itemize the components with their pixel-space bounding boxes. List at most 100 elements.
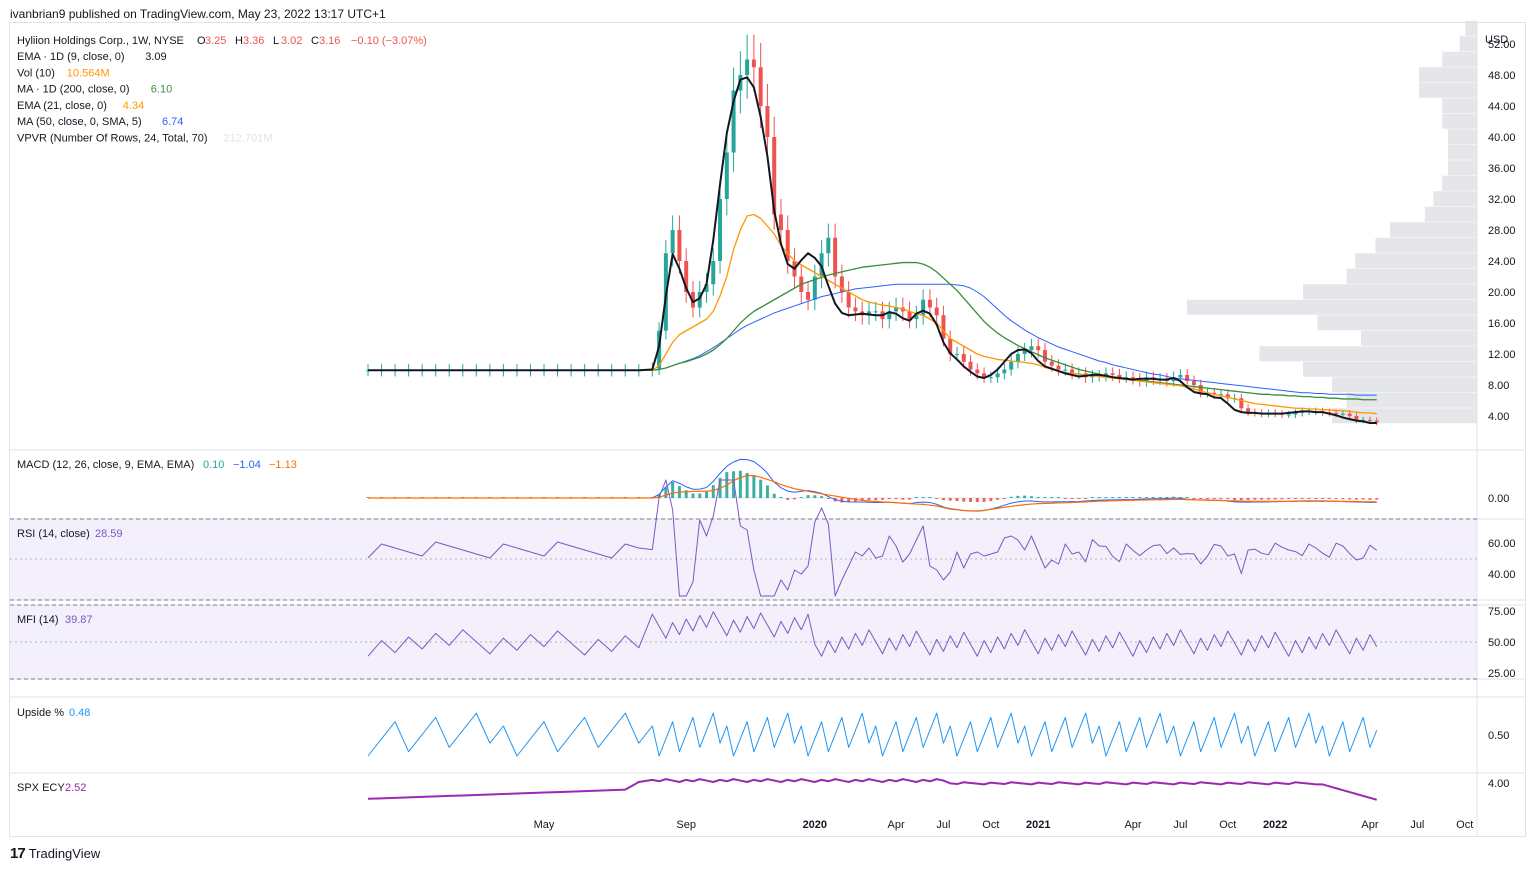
vpvr-bar (1459, 36, 1477, 52)
price-tick: 52.00 (1488, 39, 1516, 51)
candle-body (982, 373, 987, 378)
macd-hist-bar (1009, 496, 1013, 498)
candle-body (1009, 361, 1014, 370)
vpvr-bar (1187, 299, 1477, 315)
macd-hist-bar (908, 498, 912, 500)
candle-body (1347, 413, 1352, 416)
macd-hist-bar (1185, 497, 1189, 498)
price-tick: 20.00 (1488, 287, 1516, 299)
candle-body (812, 276, 817, 300)
rsi-band (10, 519, 1477, 600)
vpvr-bar (1346, 392, 1477, 408)
price-tick: 4.00 (1488, 411, 1509, 423)
candle-body (833, 237, 838, 277)
chart-frame (9, 22, 1526, 837)
macd-hist-bar (1117, 497, 1121, 498)
candle-body (1225, 394, 1230, 399)
x-tick: Sep (676, 819, 696, 831)
ohlc-key: H (235, 35, 243, 47)
candle-body (839, 276, 844, 292)
macd-hist-bar (847, 498, 851, 503)
ohlc-key: O (197, 35, 206, 47)
vpvr-bar (1442, 175, 1477, 191)
macd-hist-bar (772, 493, 776, 498)
candle-body (772, 137, 777, 215)
vpvr-bar (1259, 346, 1477, 362)
ohlc-key: L (273, 35, 279, 47)
candle-body (995, 373, 1000, 378)
candle-body (778, 214, 783, 230)
candle-body (1002, 369, 1007, 374)
x-tick: Oct (1456, 819, 1473, 831)
vpvr-bar (1442, 51, 1477, 67)
candle-body (745, 59, 750, 75)
candle-body (1198, 385, 1203, 393)
rsi-value: 28.59 (95, 528, 123, 540)
price-tick: 16.00 (1488, 318, 1516, 330)
price-tick: 44.00 (1488, 101, 1516, 113)
candle-body (1340, 413, 1345, 415)
macd-hist-bar (765, 485, 769, 498)
macd-hist-bar (1050, 497, 1054, 498)
ema9-line (368, 76, 1377, 424)
candle-body (927, 299, 932, 308)
macd-hist-bar (705, 491, 708, 498)
macd-hist-bar (1043, 497, 1047, 498)
price-tick: 28.00 (1488, 225, 1516, 237)
macd-value: −1.04 (233, 459, 261, 471)
macd-hist-bar (921, 497, 925, 498)
macd-hist-bar (1057, 497, 1061, 498)
candle-body (1246, 408, 1251, 413)
indicator-legend-value: 212.701M (224, 133, 273, 145)
vpvr-bar (1303, 284, 1477, 300)
candle-body (690, 292, 695, 308)
upside-line (367, 712, 1378, 757)
rsi-tick: 40.00 (1488, 569, 1516, 581)
macd-hist-bar (860, 498, 864, 501)
candle-body (785, 230, 790, 261)
rsi-line (367, 479, 1378, 597)
macd-hist-bar (1124, 497, 1128, 498)
candle-body (704, 284, 709, 292)
vpvr-bar (1442, 98, 1477, 114)
x-tick: Apr (1124, 819, 1141, 831)
candle-body (853, 307, 858, 312)
macd-hist-bar (982, 498, 986, 502)
x-tick: Jul (1173, 819, 1187, 831)
candle-body (1367, 419, 1372, 421)
tradingview-branding[interactable]: 17 TradingView (10, 845, 100, 862)
macd-hist-bar (1260, 498, 1264, 500)
candle-body (975, 369, 980, 374)
candle-body (758, 67, 763, 106)
macd-hist-bar (948, 498, 952, 501)
macd-hist-bar (1138, 497, 1142, 498)
macd-tick: 0.00 (1488, 493, 1509, 505)
ohlc-key: C (311, 35, 319, 47)
candle-body (1239, 398, 1244, 409)
candle-body (1374, 420, 1379, 423)
macd-hist-bar (759, 479, 763, 498)
macd-hist-bar (1029, 496, 1033, 498)
candle-body (765, 106, 770, 137)
macd-hist-bar (1145, 497, 1149, 498)
candle-body (1171, 377, 1176, 382)
indicator-legend-label: VPVR (Number Of Rows, 24, Total, 70) (17, 133, 208, 145)
macd-hist-bar (1212, 498, 1216, 499)
macd-hist-bar (901, 498, 905, 500)
candle-body (1361, 419, 1366, 421)
macd-hist-bar (1266, 498, 1270, 500)
candle-body (988, 377, 993, 379)
vpvr-bar (1448, 129, 1477, 145)
upside-value: 0.48 (69, 707, 90, 719)
x-tick: Apr (887, 819, 904, 831)
ohlc-value: 3.02 (281, 35, 302, 47)
macd-hist-bar (955, 498, 959, 502)
macd-hist-bar (732, 471, 736, 498)
macd-hist-bar (1273, 498, 1277, 500)
macd-hist-bar (962, 498, 966, 502)
ohlc-value: 3.36 (243, 35, 264, 47)
macd-hist-bar (738, 470, 742, 498)
rsi-legend-label: RSI (14, close) (17, 528, 90, 540)
candle-body (1070, 369, 1075, 374)
